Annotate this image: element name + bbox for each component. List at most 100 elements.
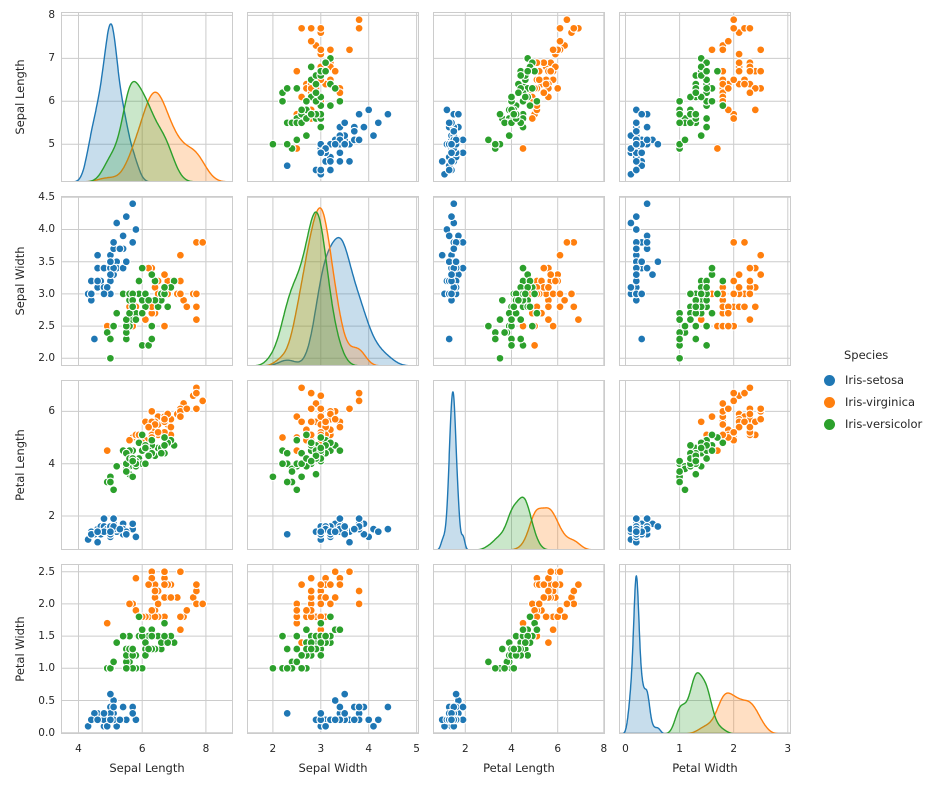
subplot-petal-width-vs-sepal-width: [247, 564, 419, 734]
y-axis-label-sepal-length: Sepal Length: [13, 59, 27, 135]
subplot-sepal-width-vs-petal-length: [433, 196, 605, 366]
kde-curve-iris-setosa: [436, 391, 469, 550]
subplot-sepal-width-vs-petal-width: [619, 196, 791, 366]
x-tick-label-sepal-length-6: 6: [138, 743, 146, 755]
kde-curve-iris-virginica: [505, 507, 597, 550]
legend-item-iris-versicolor: Iris-versicolor: [820, 413, 922, 435]
x-tick-label-petal-length-8: 8: [600, 743, 608, 755]
scatter-iris-versicolor: [268, 53, 345, 153]
kde-curve-iris-versicolor: [473, 496, 552, 550]
kde-fill-iris-virginica: [79, 92, 231, 182]
legend-marker-iris-virginica-icon: [824, 396, 835, 408]
y-tick-label-sepal-length-5: 5: [48, 138, 55, 151]
x-axis-label-petal-width: Petal Width: [672, 761, 738, 775]
legend: Species Iris-setosa Iris-virginica Iris-…: [820, 348, 922, 435]
x-axis-label-sepal-width: Sepal Width: [298, 761, 368, 775]
scatter-iris-setosa: [626, 105, 663, 179]
kde-curve-iris-versicolor: [252, 211, 361, 366]
x-tick-label-sepal-width-4: 4: [365, 743, 373, 755]
scatter-iris-setosa: [282, 105, 393, 179]
subplot-sepal-width-vs-sepal-length: [61, 196, 233, 366]
kde-fill-iris-virginica: [680, 693, 782, 734]
legend-label-iris-virginica: Iris-virginica: [845, 395, 916, 409]
x-tick-label-petal-width-3: 3: [784, 743, 792, 755]
scatter-iris-virginica: [518, 567, 583, 648]
kde-curve-iris-setosa: [262, 236, 413, 366]
y-tick-label-petal-length-2: 2: [48, 510, 55, 522]
subplot-sepal-length-vs-sepal-width: [247, 12, 419, 182]
y-tick-label-petal-width-0.5: 0.5: [38, 694, 55, 707]
scatter-iris-versicolor: [483, 612, 542, 673]
scatter-iris-versicolor: [268, 612, 345, 673]
kde-curve-iris-setosa: [622, 575, 667, 734]
legend-label-iris-versicolor: Iris-versicolor: [845, 417, 923, 431]
x-axis-label-petal-length: Petal Length: [483, 761, 555, 775]
y-tick-label-sepal-width-4.0: 4.0: [38, 223, 55, 236]
legend-label-iris-setosa: Iris-setosa: [845, 373, 905, 387]
y-tick-label-petal-length-6: 6: [48, 405, 55, 418]
y-tick-label-petal-width-1.0: 1.0: [38, 662, 55, 675]
scatter-iris-versicolor: [102, 430, 179, 495]
y-tick-label-petal-length-4: 4: [48, 457, 55, 470]
legend-item-iris-virginica: Iris-virginica: [820, 391, 922, 413]
kde-curve-iris-setosa: [72, 23, 152, 182]
x-tick-label-sepal-width-5: 5: [413, 743, 420, 755]
subplot-sepal-length-vs-petal-width: [619, 12, 791, 182]
y-tick-label-sepal-width-2.5: 2.5: [38, 320, 55, 333]
scatter-iris-virginica: [102, 567, 208, 648]
x-tick-label-sepal-width-3: 3: [317, 743, 325, 755]
scatter-iris-setosa: [626, 199, 663, 344]
y-tick-label-sepal-length-6: 6: [48, 95, 55, 108]
legend-marker-iris-versicolor-icon: [824, 418, 835, 430]
kde-curve-iris-virginica: [261, 207, 381, 366]
scatter-iris-setosa: [437, 689, 468, 731]
scatter-iris-setosa: [83, 689, 141, 731]
scatter-iris-versicolor: [102, 612, 179, 673]
kde-fill-iris-virginica: [261, 207, 381, 366]
y-tick-label-petal-width-2.5: 2.5: [38, 565, 55, 578]
subplot-petal-length-vs-sepal-length: [61, 380, 233, 550]
scatter-iris-setosa: [83, 514, 141, 547]
y-axis-label-petal-length: Petal Length: [13, 429, 27, 501]
x-tick-label-petal-length-4: 4: [508, 743, 515, 755]
x-tick-label-petal-length-6: 6: [554, 743, 561, 755]
y-tick-label-sepal-width-3.0: 3.0: [38, 287, 55, 300]
scatter-iris-versicolor: [675, 263, 728, 363]
subplot-sepal-length-vs-sepal-length: [61, 12, 233, 182]
x-tick-label-petal-width-0: 0: [622, 743, 629, 755]
x-axis-label-sepal-length: Sepal Length: [109, 761, 185, 775]
scatter-iris-versicolor: [268, 430, 345, 495]
y-tick-label-sepal-width-3.5: 3.5: [38, 255, 55, 268]
scatter-iris-versicolor: [675, 53, 728, 153]
y-tick-label-sepal-width-2.0: 2.0: [38, 352, 55, 365]
kde-curve-iris-virginica: [680, 692, 782, 734]
scatter-iris-setosa: [83, 199, 141, 344]
y-tick-label-sepal-length-8: 8: [48, 9, 55, 22]
y-tick-label-petal-width-2.0: 2.0: [38, 597, 55, 610]
subplot-sepal-length-vs-petal-length: [433, 12, 605, 182]
legend-marker-iris-setosa-icon: [824, 374, 835, 386]
scatter-iris-versicolor: [675, 430, 728, 495]
scatter-iris-versicolor: [102, 263, 179, 363]
kde-fill-iris-versicolor: [664, 672, 738, 734]
kde-fill-iris-virginica: [505, 507, 596, 550]
y-axis-label-sepal-width: Sepal Width: [13, 246, 27, 316]
kde-fill-iris-setosa: [72, 23, 152, 182]
kde-curve-iris-versicolor: [84, 80, 197, 182]
subplot-sepal-width-vs-sepal-width: [247, 196, 419, 366]
kde-fill-iris-setosa: [436, 391, 469, 550]
subplot-petal-width-vs-petal-length: [433, 564, 605, 734]
subplot-petal-width-vs-petal-width: [619, 564, 791, 734]
x-tick-label-sepal-length-4: 4: [75, 743, 82, 755]
scatter-iris-setosa: [282, 514, 393, 547]
kde-fill-iris-versicolor: [84, 81, 197, 182]
y-tick-label-petal-width-0.0: 0.0: [38, 726, 55, 739]
kde-fill-iris-setosa: [622, 575, 666, 734]
subplot-petal-length-vs-petal-width: [619, 380, 791, 550]
subplot-petal-length-vs-petal-length: [433, 380, 605, 550]
kde-fill-iris-versicolor: [473, 497, 552, 550]
y-tick-label-petal-width-1.5: 1.5: [38, 630, 55, 643]
subplot-petal-length-vs-sepal-width: [247, 380, 419, 550]
x-tick-label-sepal-length-8: 8: [202, 743, 210, 755]
x-tick-label-petal-length-2: 2: [461, 743, 469, 755]
